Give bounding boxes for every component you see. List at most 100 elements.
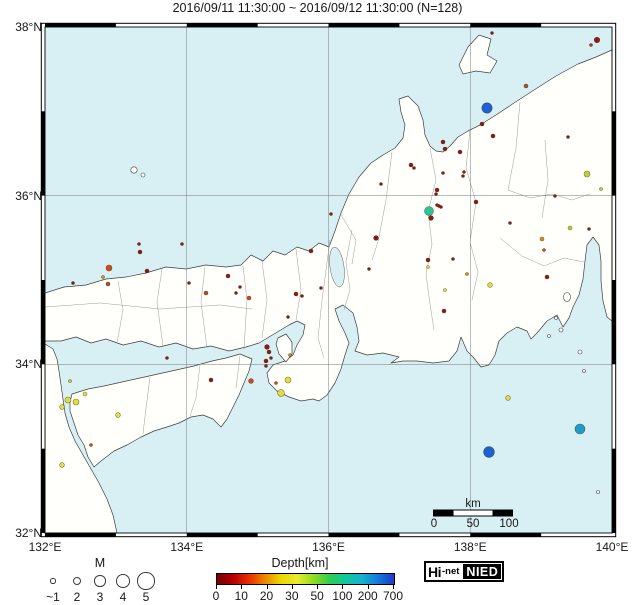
magnitude-legend-label: ~1	[46, 590, 60, 604]
hinet-nied-logo: Hi -net NIED	[424, 561, 505, 582]
magnitude-legend-circle	[137, 572, 155, 590]
earthquake-marker	[481, 102, 493, 114]
sado-island	[458, 34, 498, 75]
earthquake-marker	[589, 43, 593, 47]
earthquake-marker	[434, 192, 438, 196]
earthquake-marker	[441, 171, 445, 175]
earthquake-marker	[68, 379, 72, 383]
lon-tick-label: 138°E	[453, 540, 487, 554]
depth-legend-title: Depth[km]	[271, 556, 329, 570]
earthquake-marker	[553, 194, 557, 198]
depth-tick	[367, 585, 369, 589]
earthquake-marker	[567, 225, 573, 231]
map-frame	[40, 22, 617, 538]
lat-tick-label: 34°N	[15, 357, 42, 372]
magnitude-legend-circle	[116, 574, 130, 588]
izu-islet	[582, 369, 586, 373]
kyushu-landmass	[45, 343, 118, 533]
earthquake-marker	[443, 288, 447, 292]
earthquake-marker	[424, 206, 434, 216]
oki-island	[130, 166, 138, 174]
earthquake-marker	[434, 187, 440, 193]
izu-islet	[554, 316, 558, 320]
earthquake-marker	[583, 170, 591, 178]
depth-tick	[291, 585, 293, 589]
earthquake-marker	[286, 315, 290, 319]
distance-scale-bar	[433, 509, 513, 517]
earthquake-marker	[544, 274, 550, 280]
earthquake-marker	[71, 281, 75, 285]
earthquake-marker	[238, 285, 242, 289]
magnitude-legend-circle	[50, 578, 56, 584]
lat-tick-label: 36°N	[15, 188, 42, 203]
earthquake-marker	[425, 257, 431, 263]
izu-islet	[596, 490, 600, 494]
izu-islet	[547, 334, 551, 338]
depth-tick	[393, 585, 394, 589]
depth-tick	[241, 585, 243, 589]
earthquake-marker	[264, 364, 268, 368]
earthquake-marker	[462, 170, 466, 174]
earthquake-marker	[461, 174, 465, 178]
earthquake-marker	[144, 268, 150, 274]
earthquake-marker	[234, 291, 238, 295]
earthquake-marker	[587, 227, 591, 231]
depth-tick	[216, 585, 217, 589]
earthquake-marker	[59, 462, 65, 468]
earthquake-marker	[441, 308, 447, 314]
earthquake-marker	[208, 377, 214, 383]
earthquake-marker	[426, 265, 430, 269]
nied-wordmark: NIED	[463, 564, 502, 579]
izu-islet	[558, 327, 564, 333]
magnitude-legend-label: 3	[96, 590, 104, 604]
shikoku-landmass	[69, 353, 253, 468]
hinet-wordmark: Hi -net	[428, 563, 460, 580]
earthquake-marker	[300, 294, 304, 298]
earthquake-marker	[439, 205, 443, 209]
depth-tick-label: 100	[332, 589, 353, 603]
lat-tick-label: 38°N	[15, 20, 42, 34]
earthquake-marker	[277, 389, 285, 397]
earthquake-marker	[473, 199, 479, 205]
earthquake-marker	[505, 395, 511, 401]
earthquake-marker	[566, 135, 570, 139]
lon-tick-label: 140°E	[595, 540, 629, 554]
map-geography	[45, 27, 612, 533]
earthquake-marker	[379, 182, 383, 186]
earthquake-marker	[64, 396, 72, 404]
lon-tick-label: 134°E	[170, 540, 204, 554]
magnitude-legend-label: 5	[142, 590, 150, 604]
earthquake-marker	[284, 376, 292, 384]
izu-islet	[577, 349, 583, 355]
earthquake-marker	[542, 248, 546, 252]
earthquake-marker	[483, 446, 495, 458]
earthquake-marker	[105, 281, 111, 287]
depth-tick	[266, 585, 268, 589]
earthquake-marker	[574, 423, 586, 435]
earthquake-marker	[269, 356, 273, 360]
scalebar-unit-label: km	[465, 498, 481, 510]
lon-tick-label: 132°E	[28, 540, 62, 554]
earthquake-marker	[435, 203, 439, 207]
magnitude-legend-label: 2	[73, 590, 81, 604]
depth-tick	[342, 585, 344, 589]
lat-tick-label: 32°N	[15, 526, 42, 540]
depth-tick-label: 50	[310, 589, 324, 603]
earthquake-marker	[266, 349, 272, 355]
earthquake-marker	[465, 272, 469, 276]
lon-tick-label: 136°E	[312, 540, 345, 554]
earthquake-marker	[451, 257, 455, 261]
scalebar-tick-label: 50	[466, 518, 480, 530]
magnitude-legend-circle	[94, 575, 106, 587]
earthquake-marker	[490, 31, 494, 35]
earthquake-marker	[137, 249, 143, 255]
earthquake-marker	[72, 398, 80, 406]
izu-oshima-island	[563, 292, 571, 302]
earthquake-marker	[89, 443, 93, 447]
earthquake-marker	[115, 412, 121, 418]
earthquake-marker	[539, 236, 545, 242]
earthquake-marker	[137, 242, 141, 246]
earthquake-marker	[82, 391, 88, 397]
earthquake-marker	[180, 242, 184, 246]
